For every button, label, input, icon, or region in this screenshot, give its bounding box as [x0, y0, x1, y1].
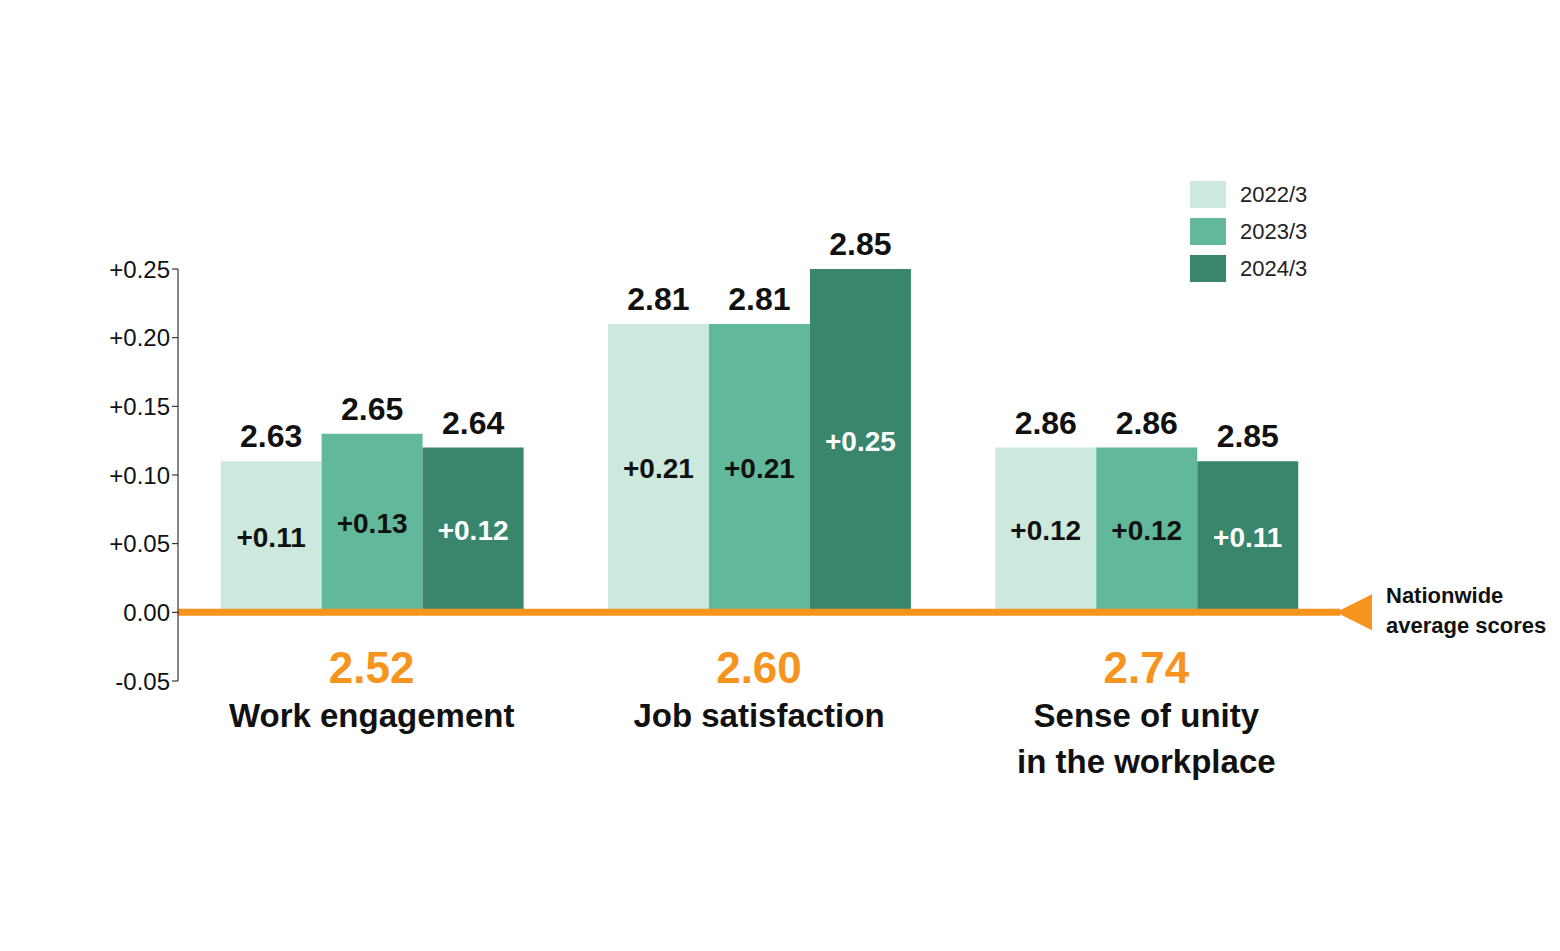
- svg-text:0.00: 0.00: [123, 599, 170, 626]
- svg-text:average scores: average scores: [1386, 613, 1546, 638]
- svg-text:2.74: 2.74: [1104, 643, 1190, 692]
- svg-text:2.52: 2.52: [329, 643, 415, 692]
- svg-text:-0.05: -0.05: [115, 668, 170, 695]
- svg-text:Nationwide: Nationwide: [1386, 583, 1503, 608]
- svg-text:2.86: 2.86: [1116, 405, 1178, 441]
- svg-text:+0.20: +0.20: [109, 324, 170, 351]
- svg-text:2.81: 2.81: [728, 281, 790, 317]
- svg-text:+0.12: +0.12: [1111, 515, 1182, 546]
- svg-text:+0.11: +0.11: [236, 522, 305, 553]
- svg-text:+0.13: +0.13: [337, 508, 408, 539]
- svg-text:+0.25: +0.25: [109, 256, 170, 283]
- svg-text:+0.15: +0.15: [109, 393, 170, 420]
- html-text:2023/3: 2023/3: [1240, 218, 1308, 244]
- svg-text:Work engagement: Work engagement: [229, 697, 514, 734]
- svg-text:+0.05: +0.05: [109, 530, 170, 557]
- svg-text:2.85: 2.85: [829, 226, 891, 262]
- svg-text:+0.10: +0.10: [109, 462, 170, 489]
- svg-text:Sense of unity: Sense of unity: [1034, 697, 1260, 734]
- html-text:2024/3: 2024/3: [1240, 255, 1308, 281]
- html-text:2022/3: 2022/3: [1240, 181, 1308, 207]
- svg-text:2.81: 2.81: [627, 281, 689, 317]
- svg-text:2.86: 2.86: [1015, 405, 1077, 441]
- svg-text:+0.11: +0.11: [1213, 522, 1282, 553]
- svg-text:Job satisfaction: Job satisfaction: [633, 697, 884, 734]
- svg-text:2.85: 2.85: [1217, 418, 1279, 454]
- svg-text:+0.25: +0.25: [825, 426, 896, 457]
- svg-text:+0.21: +0.21: [724, 453, 795, 484]
- svg-text:in the workplace: in the workplace: [1017, 743, 1276, 780]
- svg-text:+0.21: +0.21: [623, 453, 694, 484]
- svg-text:+0.12: +0.12: [1010, 515, 1081, 546]
- svg-text:2.63: 2.63: [240, 418, 302, 454]
- svg-text:2.64: 2.64: [442, 405, 504, 441]
- svg-text:2.65: 2.65: [341, 391, 403, 427]
- svg-text:+0.12: +0.12: [438, 515, 509, 546]
- svg-text:2.60: 2.60: [716, 643, 802, 692]
